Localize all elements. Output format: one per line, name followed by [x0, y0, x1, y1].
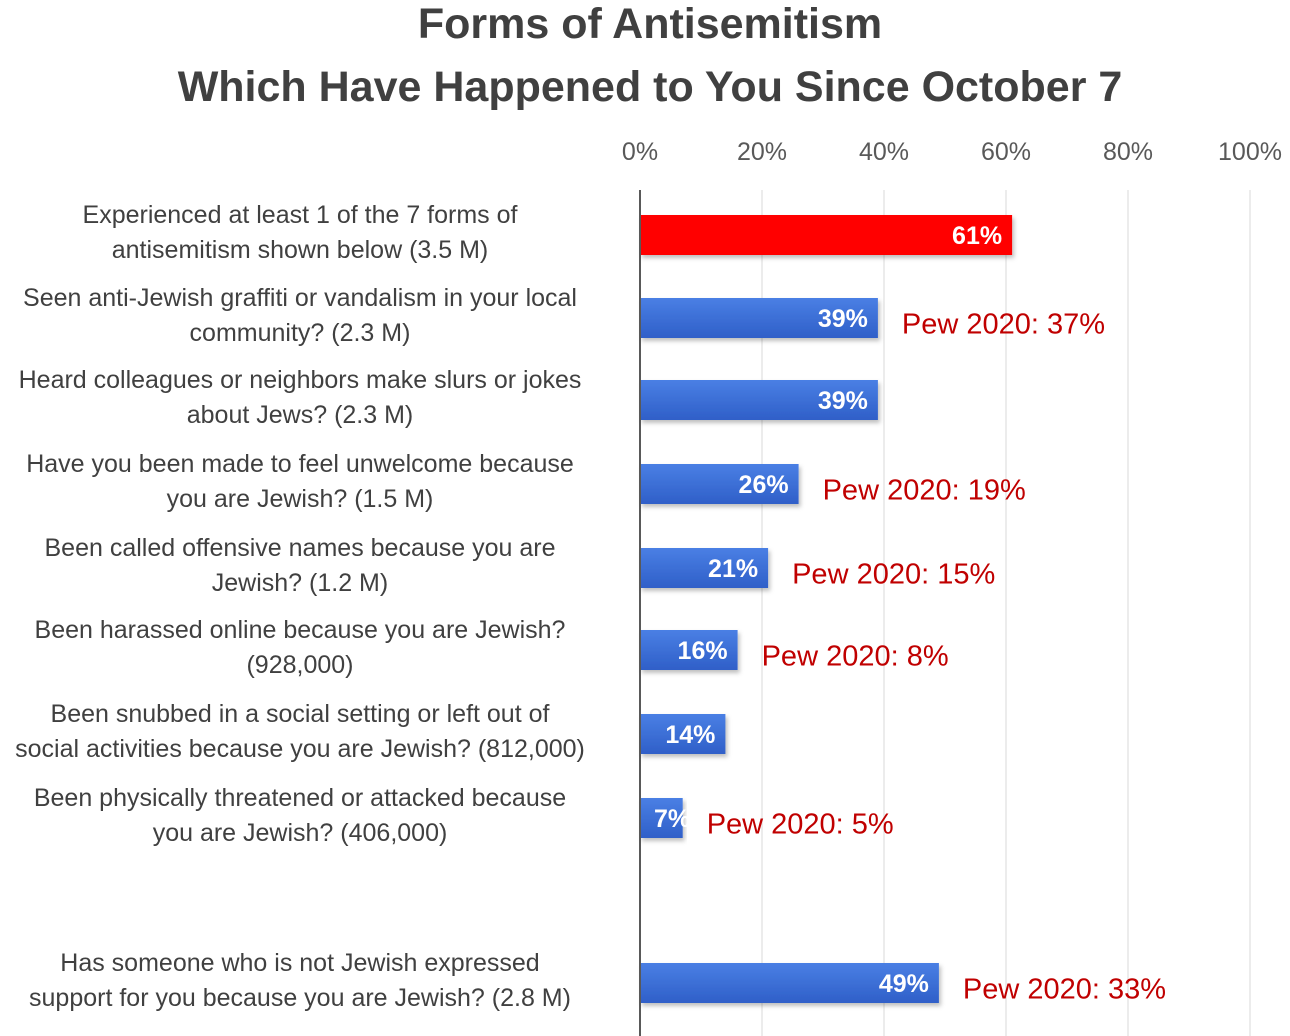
x-tick-label: 0%	[621, 138, 659, 166]
category-label-line: Heard colleagues or neighbors make slurs…	[18, 366, 582, 394]
category-label-line: about Jews? (2.3 M)	[186, 401, 414, 429]
category-label: Been physically threatened or attacked b…	[0, 781, 610, 851]
data-label: 26%	[739, 471, 789, 499]
pew-annotation: Pew 2020: 8%	[761, 640, 949, 673]
category-label: Heard colleagues or neighbors make slurs…	[0, 363, 610, 433]
data-label: 7%	[654, 805, 690, 833]
category-label-line: social activities because you are Jewish…	[15, 735, 585, 763]
x-tick-label: 100%	[1218, 138, 1282, 166]
bar	[640, 215, 1013, 255]
category-label-line: Jewish? (1.2 M)	[211, 569, 389, 597]
chart-subtitle: Which Have Happened to You Since October…	[177, 63, 1123, 111]
category-label-line: Been harassed online because you are Jew…	[34, 616, 566, 644]
x-tick-label: 80%	[1102, 138, 1154, 166]
bar	[640, 963, 939, 1003]
category-label-line: Experienced at least 1 of the 7 forms of	[82, 201, 518, 229]
category-label-line: antisemitism shown below (3.5 M)	[111, 236, 489, 264]
category-label-line: Have you been made to feel unwelcome bec…	[26, 450, 574, 478]
chart-title: Forms of Antisemitism	[417, 0, 883, 48]
category-label-line: Has someone who is not Jewish expressed	[60, 949, 540, 977]
x-tick-label: 60%	[980, 138, 1032, 166]
category-label-line: community? (2.3 M)	[189, 319, 411, 347]
category-label: Been harassed online because you are Jew…	[0, 613, 610, 683]
bar	[640, 630, 738, 670]
category-label: Experienced at least 1 of the 7 forms of…	[0, 198, 610, 268]
category-label-line: Seen anti-Jewish graffiti or vandalism i…	[23, 284, 577, 312]
data-label: 49%	[879, 970, 929, 998]
data-label: 39%	[818, 305, 868, 333]
data-label: 14%	[665, 721, 715, 749]
bar	[640, 798, 683, 838]
category-label-line: you are Jewish? (1.5 M)	[166, 485, 434, 513]
category-label: Been called offensive names because you …	[0, 531, 610, 601]
category-label: Been snubbed in a social setting or left…	[0, 697, 610, 767]
category-label-line: (928,000)	[246, 651, 354, 679]
category-label: Has someone who is not Jewish expressed s…	[0, 946, 610, 1016]
category-label: Seen anti-Jewish graffiti or vandalism i…	[0, 281, 610, 351]
data-label: 61%	[952, 222, 1002, 250]
pew-annotation: Pew 2020: 33%	[962, 973, 1167, 1006]
category-label: Have you been made to feel unwelcome bec…	[0, 447, 610, 517]
category-label-line: Been called offensive names because you …	[44, 534, 556, 562]
data-label: 39%	[818, 387, 868, 415]
x-tick-label: 20%	[736, 138, 788, 166]
bar	[640, 380, 878, 420]
bar	[640, 548, 769, 588]
bar	[640, 464, 799, 504]
data-label: 16%	[678, 637, 728, 665]
category-label-line: support for you because you are Jewish? …	[29, 984, 571, 1012]
data-label: 21%	[708, 555, 758, 583]
bar	[640, 298, 878, 338]
category-label-line: Been physically threatened or attacked b…	[33, 784, 567, 812]
bar	[640, 714, 726, 754]
pew-annotation: Pew 2020: 37%	[901, 308, 1106, 341]
x-tick-label: 40%	[858, 138, 910, 166]
pew-annotation: Pew 2020: 5%	[706, 808, 894, 841]
pew-annotation: Pew 2020: 19%	[822, 474, 1026, 507]
category-label-line: you are Jewish? (406,000)	[152, 819, 448, 847]
pew-annotation: Pew 2020: 15%	[792, 558, 996, 591]
category-label-line: Been snubbed in a social setting or left…	[50, 700, 550, 728]
